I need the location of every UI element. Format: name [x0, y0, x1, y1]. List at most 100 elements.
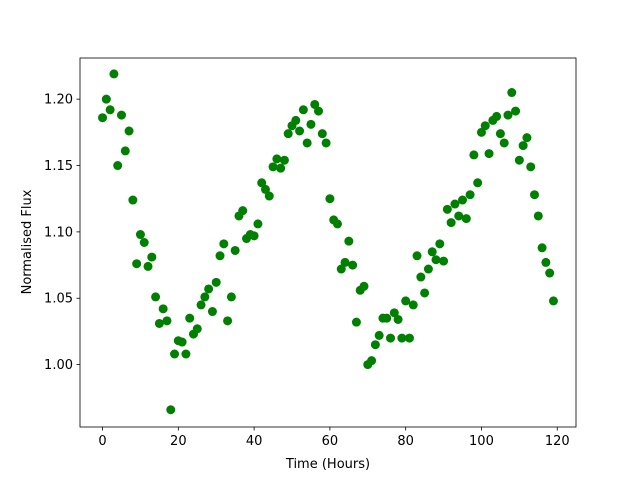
- point: [548, 296, 558, 306]
- y-tick-label: 1.10: [44, 225, 73, 240]
- point: [238, 206, 248, 216]
- point: [135, 230, 145, 240]
- point: [249, 231, 259, 241]
- point: [454, 211, 464, 221]
- point: [401, 296, 411, 306]
- point: [476, 127, 486, 137]
- point: [332, 219, 342, 229]
- point: [128, 195, 138, 205]
- point: [495, 129, 505, 139]
- point: [518, 141, 528, 151]
- point: [147, 252, 157, 262]
- point: [215, 251, 225, 261]
- point: [200, 292, 210, 302]
- point: [151, 292, 161, 302]
- point: [431, 255, 441, 265]
- point: [420, 288, 430, 298]
- point: [537, 243, 547, 253]
- point: [113, 161, 123, 171]
- point: [336, 264, 346, 274]
- point: [507, 88, 517, 98]
- point: [283, 129, 293, 139]
- point: [162, 316, 172, 326]
- point: [473, 178, 483, 188]
- point: [359, 281, 369, 291]
- point: [181, 349, 191, 359]
- point: [139, 238, 149, 247]
- point: [158, 304, 168, 314]
- point: [484, 149, 494, 159]
- point: [541, 257, 551, 267]
- point: [397, 333, 407, 343]
- point: [291, 115, 301, 125]
- x-axis-label: Time (Hours): [285, 457, 370, 472]
- point: [98, 113, 108, 123]
- point: [132, 259, 142, 269]
- point: [226, 292, 236, 302]
- point: [446, 218, 456, 228]
- point: [503, 110, 513, 120]
- point: [499, 138, 509, 148]
- point: [101, 94, 111, 104]
- x-tick-label: 0: [98, 434, 106, 449]
- point: [185, 313, 195, 323]
- point: [264, 191, 274, 201]
- point: [219, 239, 229, 249]
- point: [340, 257, 350, 267]
- point: [253, 219, 263, 229]
- point: [511, 106, 521, 116]
- point: [317, 129, 327, 139]
- point: [480, 121, 490, 131]
- point: [154, 318, 164, 328]
- x-tick-label: 120: [545, 434, 570, 449]
- point: [170, 349, 180, 359]
- point: [374, 330, 384, 340]
- point: [370, 340, 380, 350]
- point: [461, 214, 471, 224]
- point: [458, 195, 468, 205]
- point: [450, 199, 460, 209]
- point: [272, 154, 282, 164]
- x-tick-label: 20: [170, 434, 187, 449]
- point: [522, 133, 532, 143]
- point: [302, 138, 312, 148]
- point: [321, 138, 331, 148]
- point: [367, 356, 377, 366]
- y-tick-label: 1.15: [44, 159, 73, 174]
- y-tick-label: 1.05: [44, 292, 73, 307]
- point: [530, 190, 540, 200]
- point: [351, 317, 361, 327]
- point: [412, 251, 422, 261]
- point: [348, 260, 358, 270]
- y-tick-label: 1.20: [44, 93, 73, 108]
- point: [196, 300, 206, 310]
- y-axis-label: Normalised Flux: [20, 189, 35, 294]
- point: [439, 256, 449, 266]
- point: [276, 163, 286, 173]
- point: [404, 333, 414, 343]
- point: [279, 155, 289, 165]
- point: [207, 307, 217, 317]
- point: [514, 155, 524, 165]
- point: [124, 126, 134, 136]
- axes-frame: [79, 57, 577, 428]
- point: [120, 146, 130, 156]
- point: [177, 337, 187, 347]
- point: [533, 211, 543, 221]
- point: [344, 236, 354, 246]
- point: [295, 126, 305, 136]
- point: [442, 204, 452, 214]
- point: [260, 184, 270, 194]
- x-tick-label: 60: [322, 434, 339, 449]
- point: [545, 268, 555, 278]
- point: [314, 106, 324, 116]
- point: [268, 162, 278, 172]
- point: [435, 239, 445, 249]
- point: [204, 284, 214, 294]
- point: [423, 264, 433, 274]
- point: [492, 111, 502, 121]
- point: [389, 308, 399, 318]
- point: [325, 194, 335, 204]
- point: [109, 69, 119, 79]
- point: [230, 245, 240, 255]
